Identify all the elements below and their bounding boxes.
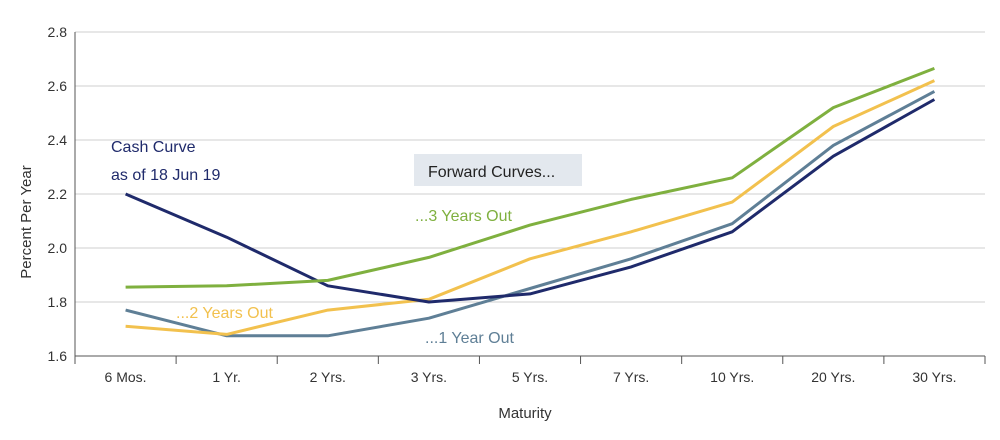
series-line-3-years-out bbox=[125, 67, 935, 289]
series-line-1-year-out bbox=[125, 90, 936, 338]
y-tick-label: 2.0 bbox=[48, 240, 68, 256]
series-lines bbox=[125, 67, 936, 338]
y-tick-label: 2.2 bbox=[48, 186, 68, 202]
cash-curve-date-label: as of 18 Jun 19 bbox=[111, 167, 221, 184]
y-tick-label: 1.8 bbox=[48, 294, 68, 310]
y-axis-title: Percent Per Year bbox=[18, 165, 35, 278]
year3-out-label: ...3 Years Out bbox=[415, 208, 513, 225]
y-tick-label: 2.4 bbox=[48, 132, 68, 148]
x-tick-label: 30 Yrs. bbox=[912, 369, 956, 385]
y-tick-label: 2.6 bbox=[48, 78, 68, 94]
series-line-cash-curve bbox=[125, 98, 936, 304]
x-tick-label: 7 Yrs. bbox=[613, 369, 649, 385]
x-tick-label: 6 Mos. bbox=[105, 369, 147, 385]
forward-curves-box bbox=[414, 154, 582, 186]
year1-out-label: ...1 Year Out bbox=[425, 330, 515, 347]
axes: 1.6 1.8 2.0 2.2 2.4 2.6 2.8 6 Mos. 1 Yr. 2 Yrs. 3 … bbox=[48, 24, 986, 385]
gridlines bbox=[75, 31, 985, 303]
cash-curve-label: Cash Curve bbox=[111, 139, 196, 156]
x-tick-label: 10 Yrs. bbox=[710, 369, 754, 385]
forward-curves-label: Forward Curves... bbox=[428, 164, 555, 181]
series-line-2-years-out bbox=[125, 79, 936, 336]
y-tick-label: 1.6 bbox=[48, 348, 68, 364]
x-tick-label: 2 Yrs. bbox=[310, 369, 346, 385]
x-tick-label: 1 Yr. bbox=[212, 369, 241, 385]
x-tick-label: 3 Yrs. bbox=[411, 369, 447, 385]
y-tick-label: 2.8 bbox=[48, 24, 68, 40]
x-tick-label: 20 Yrs. bbox=[811, 369, 855, 385]
year2-out-label: ...2 Years Out bbox=[176, 305, 274, 322]
x-axis-title: Maturity bbox=[498, 405, 552, 422]
x-tick-label: 5 Yrs. bbox=[512, 369, 548, 385]
